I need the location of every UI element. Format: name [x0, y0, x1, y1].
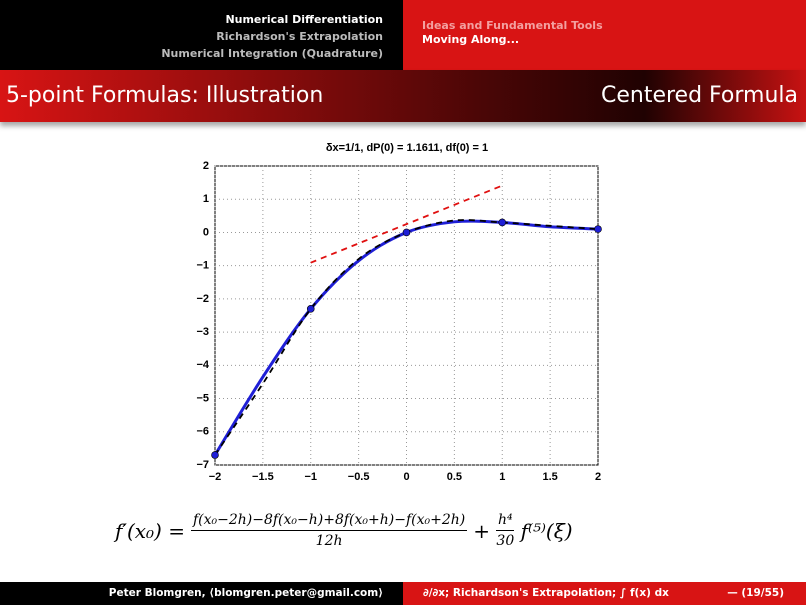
- data-point: [211, 451, 219, 459]
- nav-item[interactable]: Richardson's Extrapolation: [216, 30, 383, 43]
- x-tick-label: 0: [403, 471, 409, 483]
- y-tick-label: 2: [203, 160, 209, 172]
- y-tick-label: −6: [196, 426, 209, 438]
- numerator: h⁴: [498, 512, 513, 528]
- y-tick-label: −7: [196, 459, 209, 471]
- error-term: f⁽⁵⁾(ξ): [520, 518, 573, 543]
- chart-title: δx=1/1, dP(0) = 1.1611, df(0) = 1: [326, 142, 488, 154]
- nav-item[interactable]: Ideas and Fundamental Tools: [422, 19, 603, 32]
- y-tick-label: −1: [196, 260, 209, 272]
- data-point: [402, 228, 411, 237]
- frame-subtitle: Centered Formula: [600, 83, 798, 108]
- x-tick-label: −2: [209, 471, 222, 483]
- topics: ∂/∂x; Richardson's Extrapolation; ∫ f(x)…: [423, 587, 669, 599]
- data-point: [594, 225, 602, 233]
- x-tick-label: 1: [499, 471, 505, 483]
- y-tick-label: −5: [196, 392, 209, 404]
- y-tick-label: −2: [196, 293, 209, 305]
- title-bar: 5-point Formulas: Illustration Centered …: [0, 70, 806, 122]
- nav-item[interactable]: Moving Along...: [422, 33, 520, 46]
- page-number: — (19/55): [727, 587, 784, 599]
- nav-sections: Numerical Differentiation Richardson's E…: [0, 0, 403, 70]
- denominator: 12h: [315, 533, 343, 549]
- plus: +: [473, 518, 490, 543]
- nav-subsections: Ideas and Fundamental Tools Moving Along…: [403, 0, 806, 70]
- x-tick-label: −0.5: [348, 471, 370, 483]
- x-tick-label: 1.5: [542, 471, 557, 483]
- y-tick-label: −4: [196, 359, 209, 371]
- numerator: f(x₀−2h)−8f(x₀−h)+8f(x₀+h)−f(x₀+2h): [190, 512, 468, 531]
- formula-lhs: f′(x₀) =: [115, 518, 185, 543]
- plot-area: [214, 165, 599, 466]
- nav-item[interactable]: Numerical Integration (Quadrature): [161, 47, 383, 60]
- formula: f′(x₀) = f(x₀−2h)−8f(x₀−h)+8f(x₀+h)−f(x₀…: [115, 512, 573, 549]
- x-tick-label: −1.5: [252, 471, 274, 483]
- fraction: f(x₀−2h)−8f(x₀−h)+8f(x₀+h)−f(x₀+2h) 12h: [190, 512, 468, 549]
- series-line: [214, 219, 599, 456]
- nav-item[interactable]: Numerical Differentiation: [225, 13, 383, 26]
- x-tick-label: −1: [304, 471, 317, 483]
- series-line: [310, 184, 503, 264]
- y-tick-label: 0: [203, 226, 209, 238]
- x-tick-label: 2: [595, 471, 601, 483]
- y-tick-label: −3: [196, 326, 209, 338]
- footer-left: Peter Blomgren, ⟨blomgren.peter@gmail.co…: [0, 582, 403, 605]
- footer-right: ∂/∂x; Richardson's Extrapolation; ∫ f(x)…: [403, 582, 806, 605]
- y-tick-label: 1: [203, 193, 209, 205]
- author: Peter Blomgren, ⟨blomgren.peter@gmail.co…: [108, 587, 383, 599]
- frame-title: 5-point Formulas: Illustration: [6, 83, 324, 108]
- data-point: [306, 305, 315, 313]
- fraction: h⁴ 30: [496, 512, 515, 549]
- data-point: [498, 218, 507, 227]
- x-tick-label: 0.5: [447, 471, 462, 483]
- denominator: 30: [496, 530, 515, 549]
